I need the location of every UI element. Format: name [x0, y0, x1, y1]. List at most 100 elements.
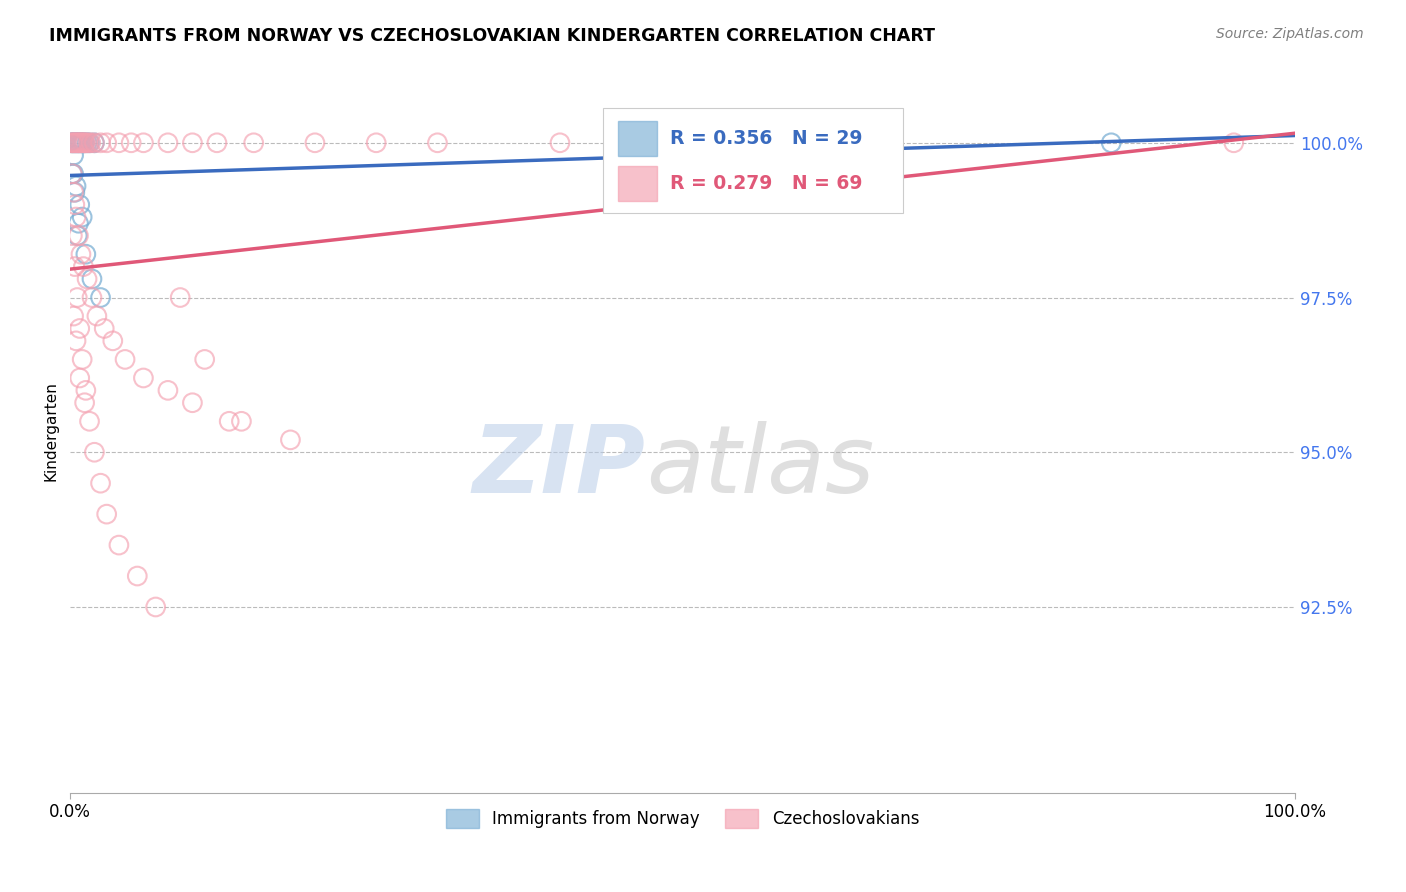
Point [67, 136, 90, 150]
Point [69, 321, 91, 335]
Point [77, 136, 100, 150]
Point [60, 228, 83, 243]
Point [70, 136, 93, 150]
Point [83, 445, 105, 459]
Point [66, 136, 89, 150]
Point [70, 210, 93, 224]
Point [63, 136, 86, 150]
Point [69, 197, 91, 211]
Point [69, 136, 91, 150]
Bar [603, 108, 903, 213]
Point [72, 136, 94, 150]
Point [101, 334, 124, 348]
Point [60, 136, 83, 150]
Point [96, 507, 118, 521]
Point [205, 136, 228, 150]
Y-axis label: Kindergarten: Kindergarten [44, 381, 58, 481]
Bar [617, 166, 657, 201]
Point [242, 136, 264, 150]
Point [70, 352, 93, 367]
Point [62, 186, 84, 200]
Point [75, 136, 97, 150]
Point [60, 136, 83, 150]
Point [169, 291, 191, 305]
Point [90, 291, 112, 305]
Point [63, 186, 86, 200]
Point [90, 476, 112, 491]
Point [60, 136, 83, 150]
Point [145, 599, 167, 614]
Point [80, 136, 103, 150]
Point [69, 136, 91, 150]
Text: atlas: atlas [645, 421, 875, 512]
Point [62, 136, 84, 150]
Point [66, 228, 89, 243]
Point [60, 167, 83, 181]
Point [96, 136, 118, 150]
Point [70, 136, 93, 150]
Point [76, 272, 98, 286]
Point [70, 247, 93, 261]
Point [65, 136, 87, 150]
Point [72, 136, 94, 150]
Point [76, 136, 98, 150]
Point [156, 136, 179, 150]
Point [62, 148, 84, 162]
Point [60, 136, 83, 150]
Point [69, 371, 91, 385]
Point [75, 384, 97, 398]
Point [62, 309, 84, 323]
Point [70, 136, 93, 150]
Point [79, 414, 101, 428]
Point [1222, 136, 1244, 150]
Point [70, 136, 93, 150]
Point [132, 371, 155, 385]
Point [67, 228, 90, 243]
Point [127, 569, 149, 583]
Point [194, 352, 217, 367]
Point [67, 136, 90, 150]
Point [62, 136, 84, 150]
Legend: Immigrants from Norway, Czechoslovakians: Immigrants from Norway, Czechoslovakians [439, 803, 927, 835]
Point [62, 167, 84, 181]
Point [671, 136, 693, 150]
Point [280, 433, 302, 447]
Point [73, 395, 96, 409]
Point [548, 136, 571, 150]
Bar [617, 120, 657, 155]
Point [67, 216, 90, 230]
Point [63, 197, 86, 211]
Point [79, 136, 101, 150]
Point [93, 321, 115, 335]
Point [855, 136, 877, 150]
Point [73, 136, 96, 150]
Text: R = 0.356   N = 29: R = 0.356 N = 29 [671, 128, 863, 148]
Text: Source: ZipAtlas.com: Source: ZipAtlas.com [1216, 27, 1364, 41]
Point [304, 136, 326, 150]
Point [63, 136, 86, 150]
Point [108, 136, 131, 150]
Point [83, 136, 105, 150]
Point [426, 136, 449, 150]
Point [65, 136, 87, 150]
Point [218, 414, 240, 428]
Point [120, 136, 142, 150]
Point [90, 136, 112, 150]
Point [108, 538, 131, 552]
Point [75, 247, 97, 261]
Point [366, 136, 388, 150]
Point [181, 395, 204, 409]
Point [181, 136, 204, 150]
Point [73, 136, 96, 150]
Point [80, 291, 103, 305]
Point [65, 179, 87, 194]
Point [72, 260, 94, 274]
Point [65, 210, 87, 224]
Point [66, 136, 89, 150]
Point [231, 414, 253, 428]
Point [83, 136, 105, 150]
Point [132, 136, 155, 150]
Point [86, 309, 108, 323]
Point [156, 384, 179, 398]
Text: R = 0.279   N = 69: R = 0.279 N = 69 [671, 174, 863, 193]
